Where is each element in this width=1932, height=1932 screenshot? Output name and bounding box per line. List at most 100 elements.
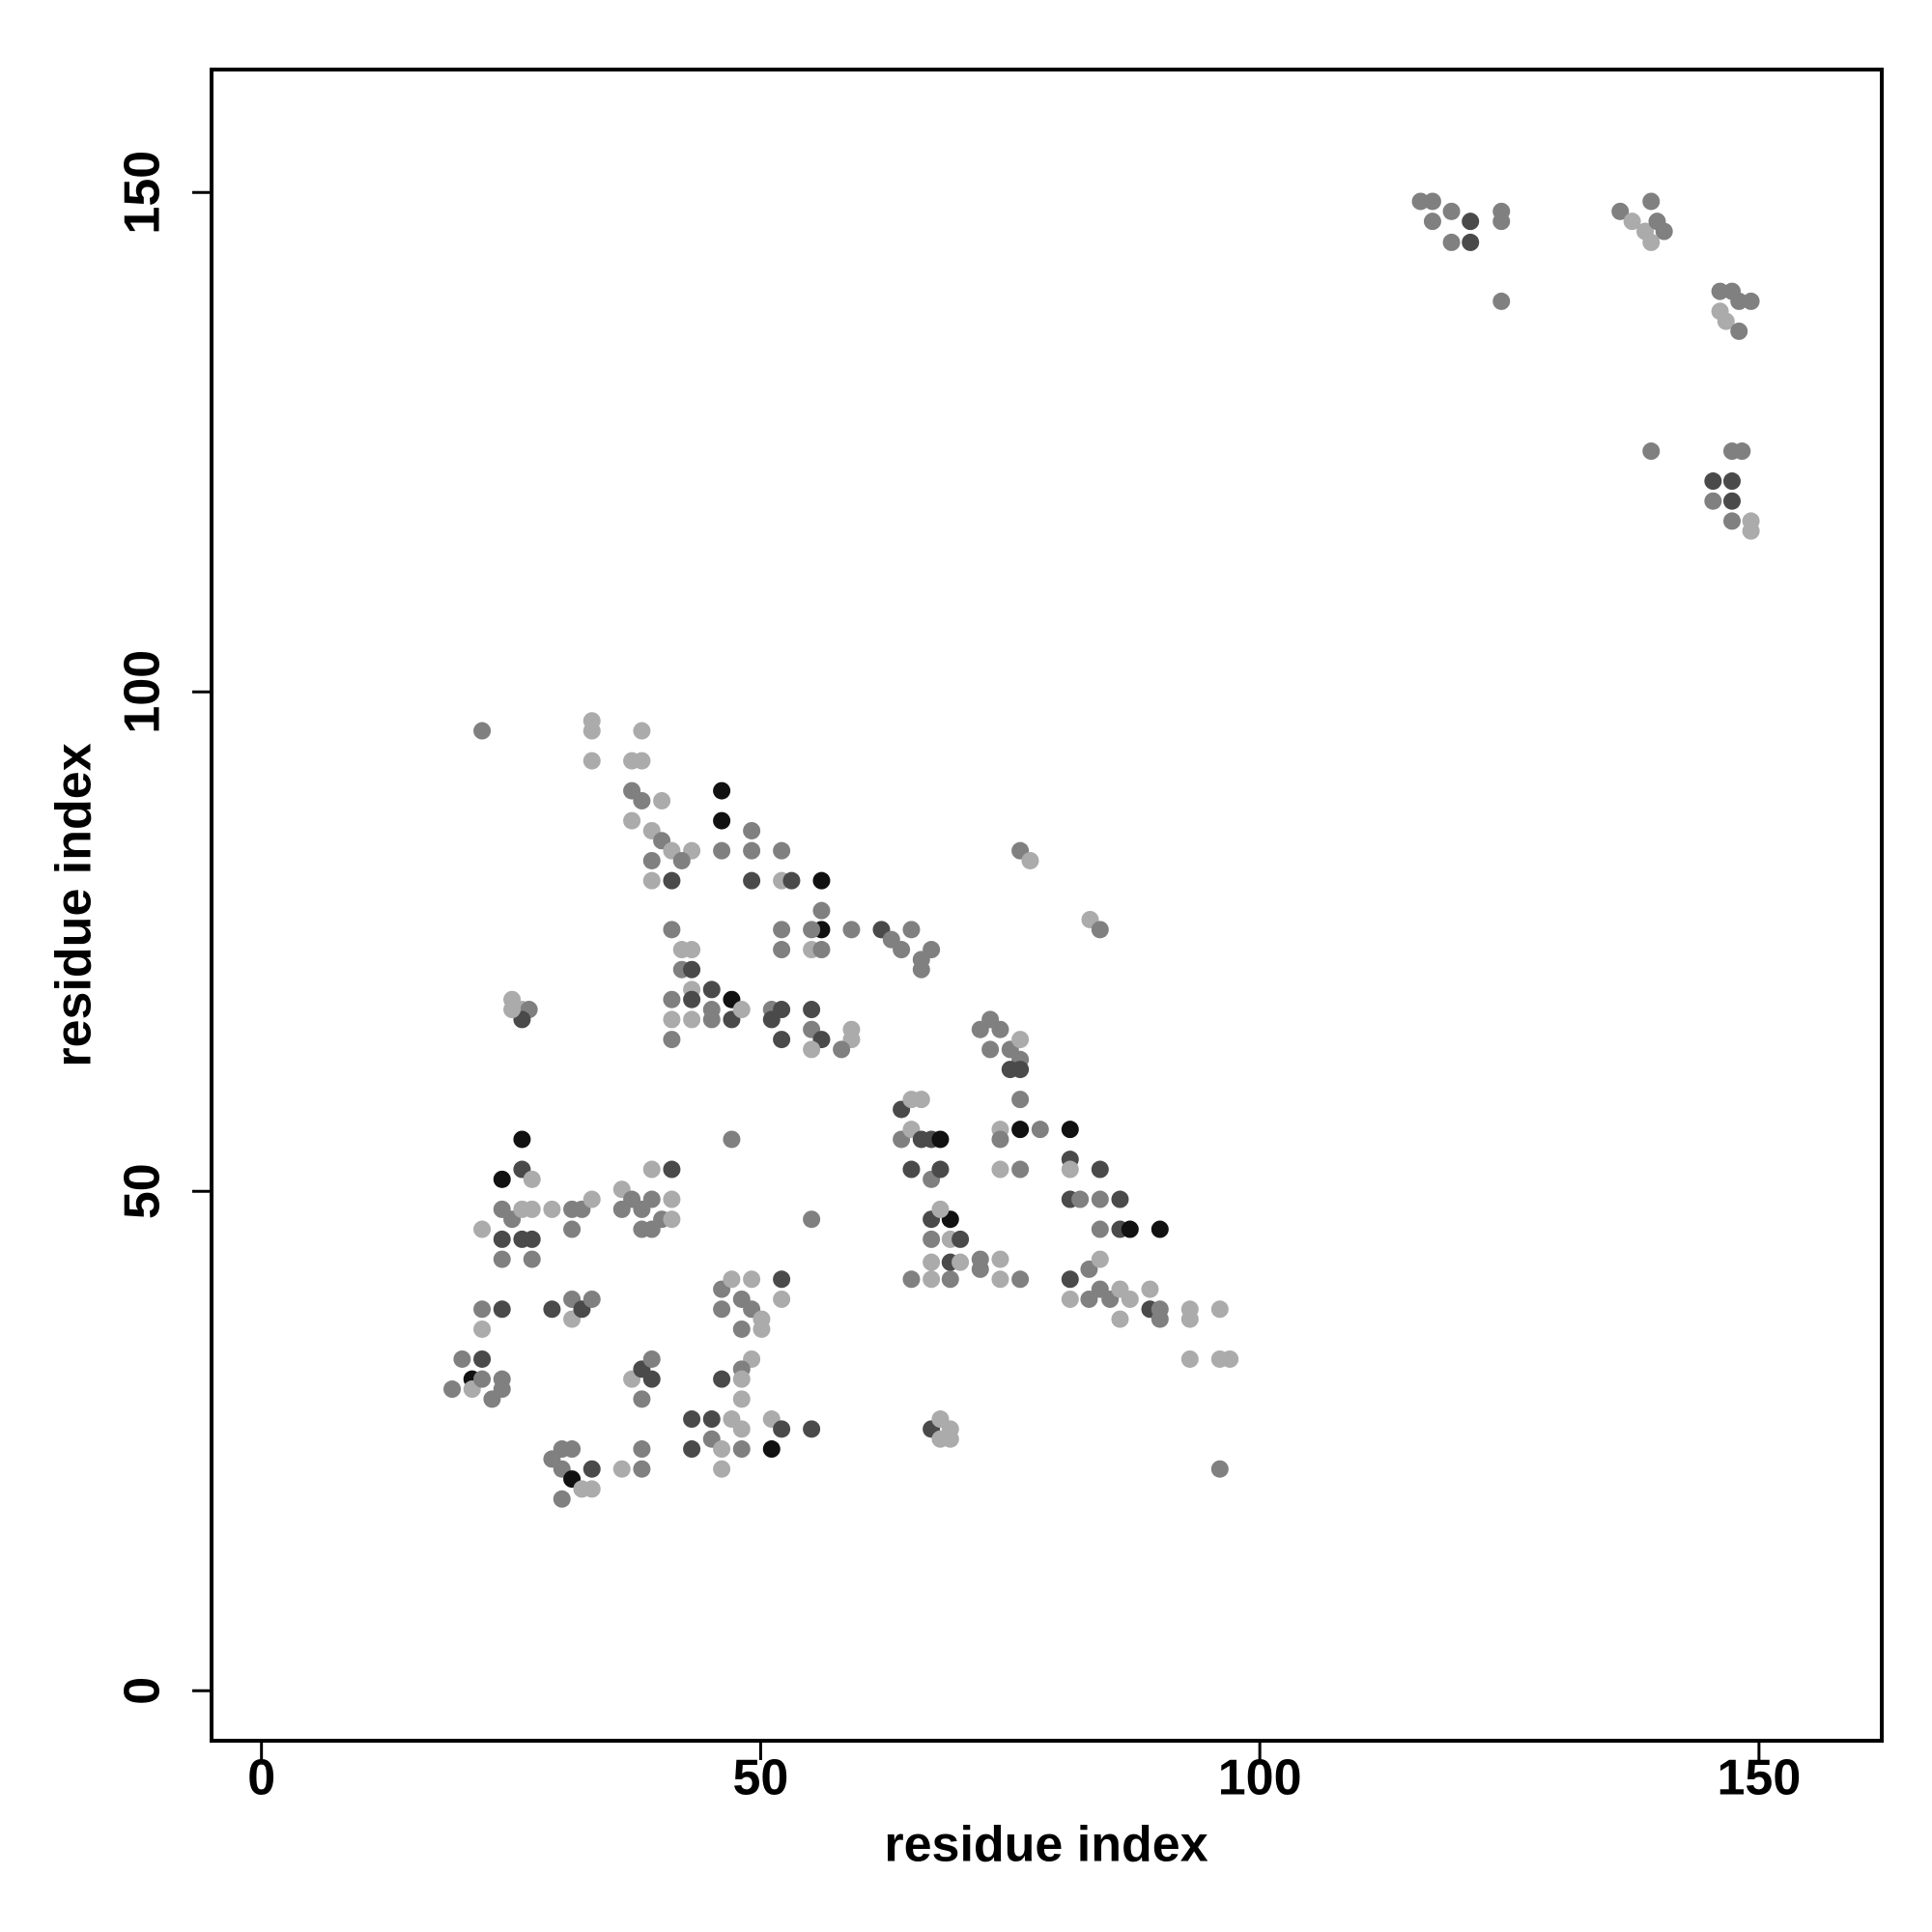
plot-frame: [210, 68, 1884, 1743]
contact-point: [1210, 1300, 1229, 1319]
contact-point: [1722, 472, 1741, 491]
contact-point: [773, 1270, 791, 1289]
contact-point: [1210, 1460, 1229, 1478]
contact-point: [1011, 1121, 1030, 1139]
contact-point: [453, 1350, 471, 1368]
contact-point: [713, 781, 731, 800]
contact-point: [1492, 292, 1511, 310]
contact-point: [1492, 213, 1511, 231]
contact-point: [663, 1190, 681, 1208]
contact-point: [743, 841, 761, 860]
contact-point: [1730, 292, 1748, 310]
contact-point: [1642, 192, 1661, 211]
contact-point: [663, 1210, 681, 1229]
contact-point: [1704, 492, 1722, 510]
contact-point: [902, 1160, 921, 1179]
contact-point: [803, 1420, 821, 1438]
contact-point: [642, 1370, 661, 1388]
contact-point: [523, 1250, 541, 1268]
contact-point: [732, 1390, 751, 1408]
y-tick-label: 0: [115, 1677, 171, 1705]
contact-point: [931, 1160, 950, 1179]
contact-point: [762, 1440, 781, 1459]
contact-point: [732, 1420, 751, 1438]
contact-point: [1711, 282, 1729, 300]
contact-point: [653, 791, 671, 810]
contact-point: [923, 941, 941, 959]
contact-point: [842, 921, 861, 939]
contact-point: [723, 1130, 741, 1149]
contact-point: [582, 752, 601, 770]
contact-point: [1722, 492, 1741, 510]
contact-point: [1061, 1160, 1079, 1179]
contact-point: [503, 1001, 522, 1019]
contact-point: [1001, 1061, 1019, 1079]
contact-point: [732, 1001, 751, 1019]
contact-point: [1121, 1290, 1139, 1308]
contact-point: [582, 1190, 601, 1208]
contact-point: [1141, 1280, 1159, 1298]
contact-point: [902, 921, 921, 939]
contact-point: [1151, 1220, 1169, 1238]
contact-point: [753, 1320, 771, 1338]
contact-point: [941, 1430, 959, 1448]
contact-point: [1180, 1310, 1199, 1328]
contact-point: [493, 1380, 511, 1399]
contact-point: [1423, 192, 1441, 211]
contact-point: [523, 1230, 541, 1248]
contact-point: [991, 1130, 1009, 1149]
contact-point: [1462, 213, 1480, 231]
contact-point: [991, 1270, 1009, 1289]
contact-point: [1642, 442, 1661, 461]
contact-point: [1061, 1270, 1079, 1289]
contact-point: [893, 941, 911, 959]
contact-point: [812, 871, 831, 890]
contact-point: [1180, 1350, 1199, 1368]
contact-point: [582, 1460, 601, 1478]
contact-point: [773, 1420, 791, 1438]
contact-point: [732, 1320, 751, 1338]
contact-point: [633, 1390, 651, 1408]
contact-point: [923, 1230, 941, 1248]
contact-point: [582, 722, 601, 740]
contact-point: [713, 811, 731, 830]
contact-point: [1423, 213, 1441, 231]
x-tick-label: 0: [247, 1750, 275, 1806]
contact-point: [702, 980, 721, 999]
contact-point: [1717, 312, 1735, 330]
contact-point: [713, 1300, 731, 1319]
contact-point: [732, 1440, 751, 1459]
y-axis-label: residue index: [46, 743, 102, 1066]
contact-point: [833, 1040, 851, 1059]
contact-point: [1442, 202, 1461, 220]
contact-point: [1151, 1310, 1169, 1328]
contact-point: [1021, 851, 1039, 869]
contact-point: [663, 1160, 681, 1179]
contact-point: [1080, 1260, 1098, 1278]
contact-point: [952, 1253, 970, 1271]
contact-point: [1221, 1350, 1239, 1368]
contact-point: [513, 1130, 531, 1149]
contact-point: [672, 851, 691, 869]
contact-point: [473, 1370, 492, 1388]
contact-point: [473, 1300, 492, 1319]
x-tick-label: 100: [1218, 1750, 1302, 1806]
contact-point: [923, 1270, 941, 1289]
contact-point: [1722, 512, 1741, 530]
contact-point: [493, 1250, 511, 1268]
contact-point: [981, 1040, 1000, 1059]
contact-point: [683, 1010, 701, 1029]
contact-point: [683, 1440, 701, 1459]
contact-point: [663, 990, 681, 1009]
contact-point: [473, 1350, 492, 1368]
contact-point: [1091, 921, 1109, 939]
contact-point: [493, 1230, 511, 1248]
contact-point: [1011, 1031, 1030, 1049]
contact-point: [941, 1270, 959, 1289]
contact-point: [683, 941, 701, 959]
contact-point: [713, 1440, 731, 1459]
contact-point: [683, 990, 701, 1009]
contact-point: [563, 1440, 582, 1459]
